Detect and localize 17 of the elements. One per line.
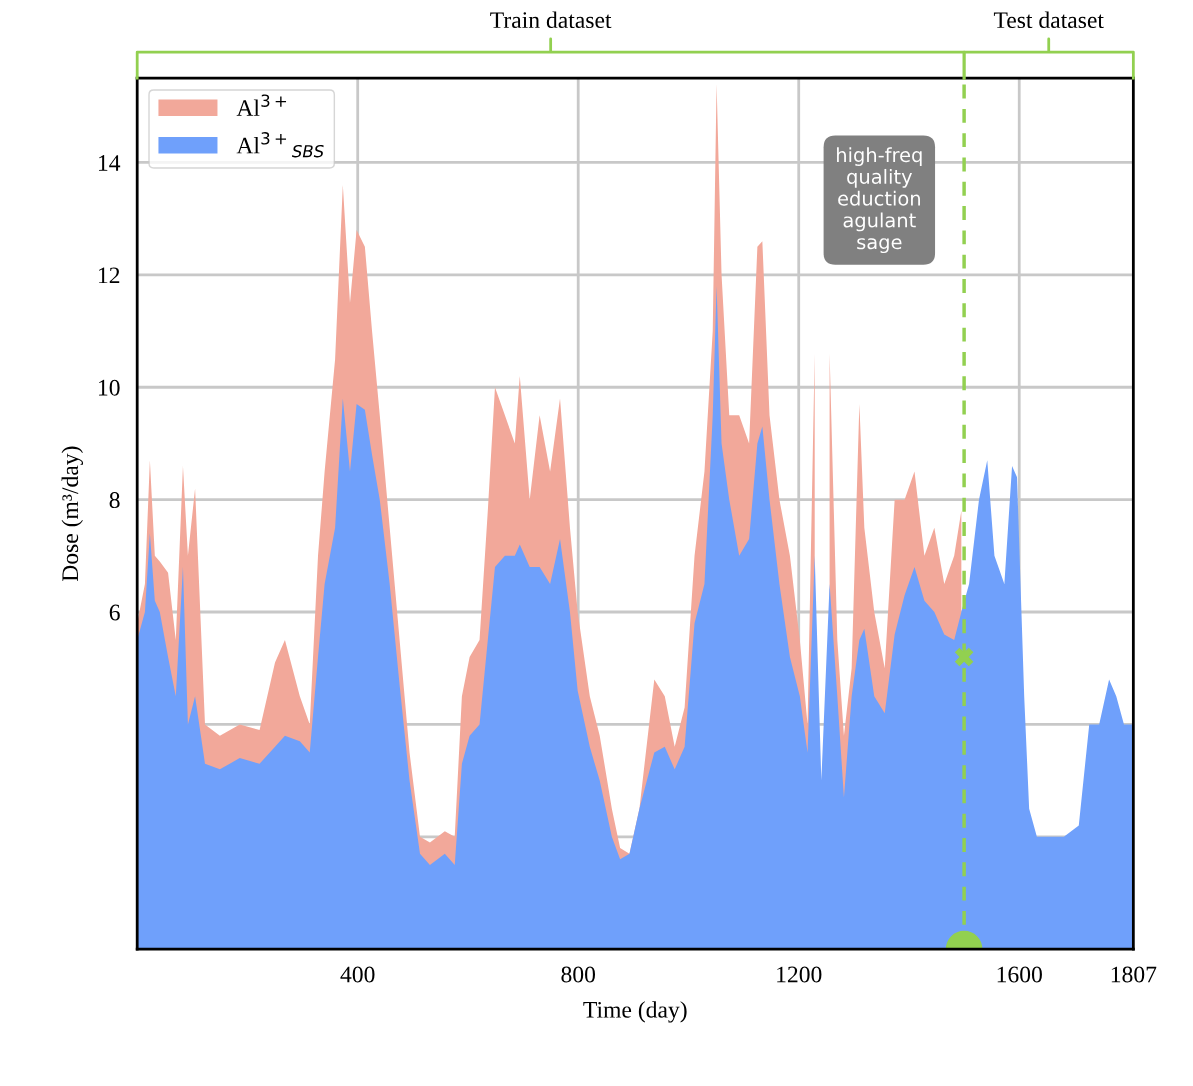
text: Test dataset xyxy=(993,11,1104,29)
legend-label: Al$^{3+}$$_{SBS}$ xyxy=(236,132,324,158)
y-tick-label: 8 xyxy=(109,492,120,509)
y-tick-label: 14 xyxy=(98,155,121,171)
y-tick-label: 12 xyxy=(98,267,120,284)
y-tick-label: 6 xyxy=(109,604,120,621)
x-tick-label: 800 xyxy=(561,966,596,983)
text: Train dataset xyxy=(490,11,612,29)
y-axis-title: Dose (m³/day) xyxy=(61,446,84,582)
x-tick-label: 1807 xyxy=(1111,966,1157,983)
x-axis-title: Time (day) xyxy=(583,1001,687,1023)
y-tick-label: 10 xyxy=(98,379,120,396)
annotation: high-freq quality eduction agulant sage xyxy=(837,147,922,254)
x-tick-label: 1600 xyxy=(997,966,1042,983)
x-tick-label: 400 xyxy=(340,966,375,983)
legend-label: Al$^{3+}$ xyxy=(236,94,287,116)
x-tick-label: 1200 xyxy=(777,966,822,983)
